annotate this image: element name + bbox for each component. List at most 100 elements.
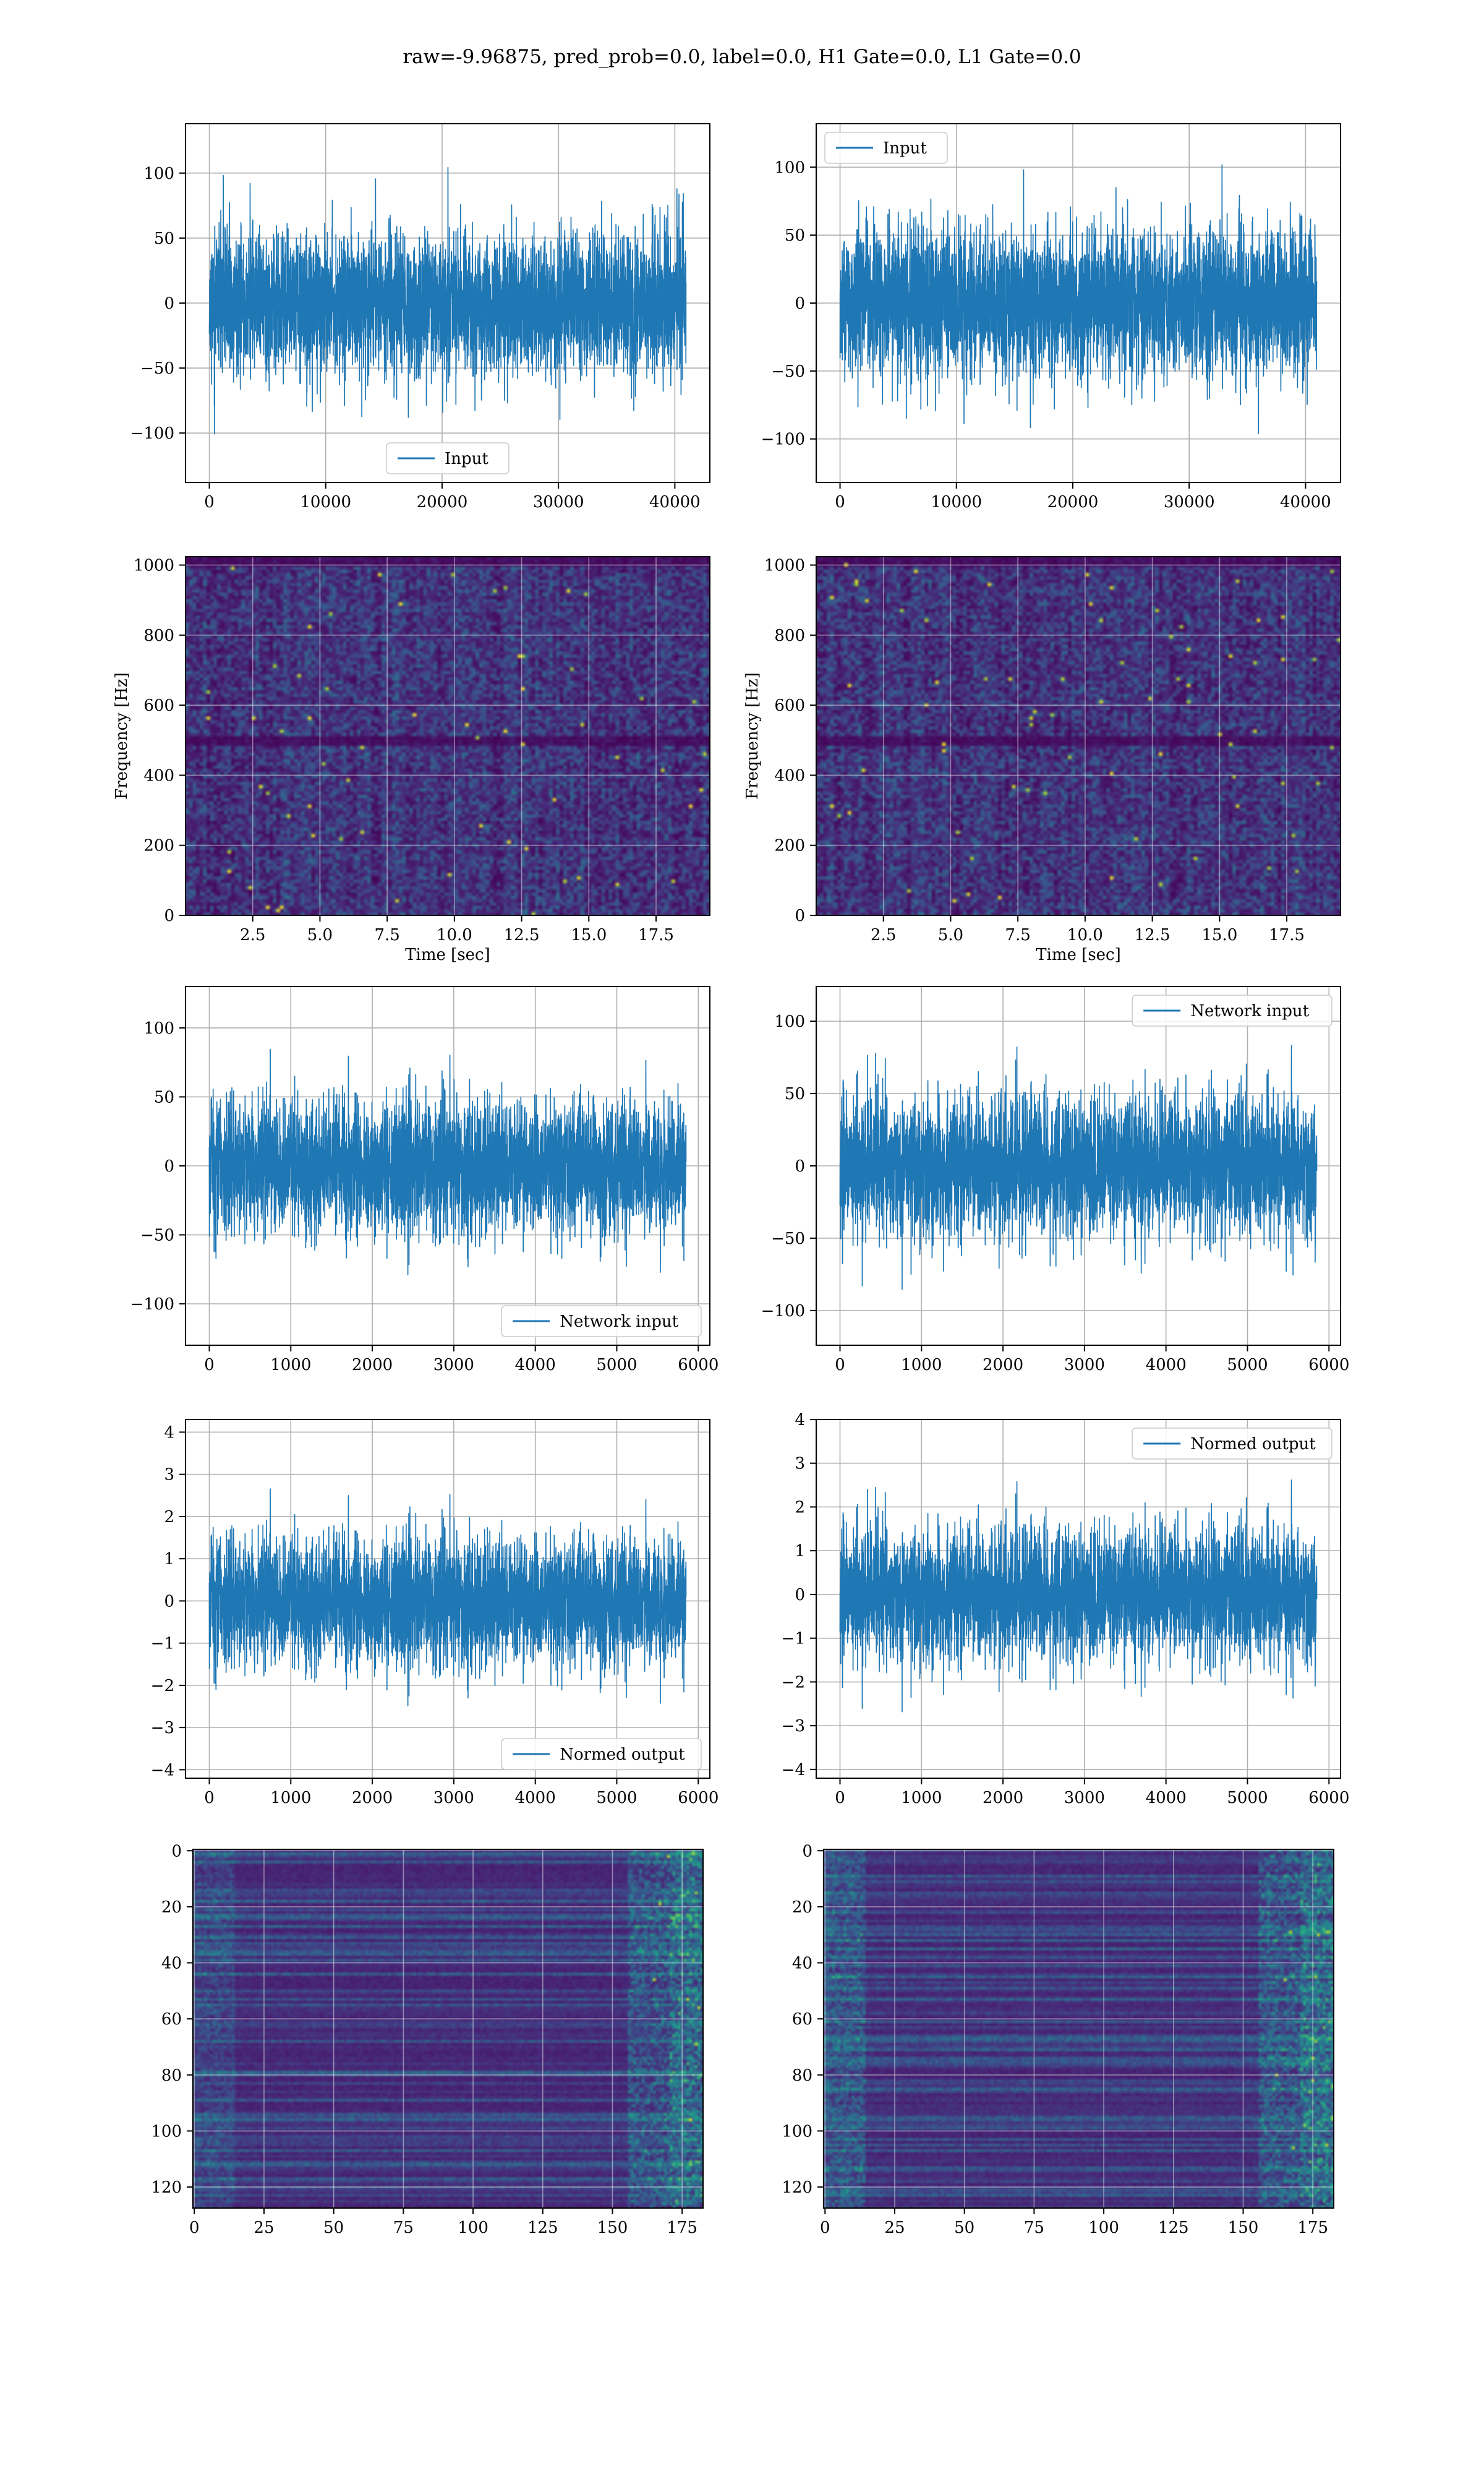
y-tick-label: 600 [774,696,805,715]
y-tick-label: −1 [151,1635,174,1653]
y-tick-label: 0 [164,1592,174,1611]
legend: Input [824,132,948,164]
y-tick-label: 40 [792,1954,812,1973]
x-tick-label: 3000 [1064,1789,1105,1807]
y-tick-label: 0 [795,907,805,925]
x-tick-label: 3000 [433,1789,474,1807]
x-tick-label: 125 [1158,2219,1189,2237]
tick-group: 0 1000 2000 3000 4000 5000 6000 −100 −50 0 50 100 [130,1019,719,1374]
x-tick-label: 25 [884,2219,905,2237]
tick-group: 0 10000 20000 30000 40000 −100 −50 0 50 100 [130,165,701,511]
x-tick-label: 6000 [1308,1356,1349,1374]
x-tick-label: 75 [393,2219,414,2237]
y-tick-label: 50 [154,1088,174,1106]
grid-lines [824,1849,1334,2208]
x-tick-label: 0 [189,2219,200,2237]
subplot-ts-network-l1: 0 1000 2000 3000 4000 5000 6000 −100 −50 0 50 100 Ne… [761,986,1349,1374]
x-tick-label: 10.0 [1067,926,1103,944]
x-tick-label: 4000 [515,1789,556,1807]
grid-lines [816,557,1341,916]
y-tick-label: −3 [151,1719,174,1737]
x-tick-label: 0 [835,493,845,511]
heatmap-image [816,557,1341,915]
y-tick-label: 4 [164,1423,174,1442]
y-tick-label: 60 [792,2010,812,2029]
y-tick-label: 20 [792,1898,812,1917]
x-tick-label: 17.5 [1269,926,1305,944]
series-line [839,1479,1318,1713]
x-tick-label: 17.5 [638,926,674,944]
x-tick-label: 125 [527,2219,558,2237]
tick-group: 0 10000 20000 30000 40000 −100 −50 0 50 100 [761,158,1331,511]
x-tick-label: 2000 [352,1789,393,1807]
y-tick-label: 100 [782,2122,812,2141]
x-tick-label: 3000 [1064,1356,1105,1374]
x-tick-label: 5000 [1227,1789,1268,1807]
y-tick-label: 50 [785,226,805,245]
x-tick-label: 2.5 [871,926,896,944]
x-tick-label: 2.5 [240,926,265,944]
x-tick-label: 1000 [270,1789,311,1807]
x-tick-label: 30000 [1164,493,1215,511]
legend-entry: Network input [560,1312,678,1331]
x-tick-label: 150 [597,2219,628,2237]
x-tick-label: 30000 [533,493,584,511]
y-tick-label: −4 [782,1761,805,1779]
y-tick-label: 800 [774,627,805,645]
y-tick-label: 1000 [764,557,805,575]
x-tick-label: 15.0 [1201,926,1237,944]
x-tick-label: 3000 [433,1356,474,1374]
x-tick-label: 150 [1228,2219,1259,2237]
axes-frame [185,1419,710,1779]
legend-frame [1132,995,1333,1027]
legend-frame [824,132,948,164]
y-tick-label: 2 [795,1498,805,1517]
subplot-ts-normed-l1: 0 1000 2000 3000 4000 5000 6000 −4 −3 −2 −1 0 1 2 3 4 No… [782,1411,1350,1807]
x-tick-label: 6000 [1308,1789,1349,1807]
y-tick-label: 20 [161,1898,182,1917]
x-tick-label: 12.5 [1135,926,1171,944]
x-tick-label: 6000 [678,1789,719,1807]
subplot-feat-h1: 0 25 50 75 100 125 150 175 0 20 40 60 80 100 120 [151,1842,704,2237]
y-tick-label: −50 [140,1226,174,1245]
y-tick-label: 100 [143,1019,174,1038]
y-tick-label: 4 [795,1411,805,1429]
x-tick-label: 175 [1297,2219,1328,2237]
x-tick-label: 4000 [1146,1789,1187,1807]
y-tick-label: 80 [161,2066,182,2085]
y-tick-label: −2 [782,1673,805,1692]
y-tick-label: 40 [161,1954,182,1973]
x-tick-label: 50 [954,2219,974,2237]
series-line [208,1488,687,1706]
tick-group: 0 1000 2000 3000 4000 5000 6000 −4 −3 −2 −1 0 1 2 3 4 [782,1411,1350,1807]
y-tick-label: 100 [774,158,805,177]
axes-frame [816,123,1341,483]
x-tick-label: 2000 [983,1356,1023,1374]
y-tick-label: 1 [795,1542,805,1560]
y-tick-label: 3 [164,1466,174,1484]
x-tick-label: 50 [323,2219,344,2237]
subplot-spec-l1: 2.5 5.0 7.5 10.0 12.5 15.0 17.5 0 200 400 600 800 10… [743,556,1341,964]
legend: Normed output [501,1738,702,1770]
axes-frame [816,986,1341,1346]
legend-frame [1132,1427,1333,1460]
x-tick-label: 15.0 [571,926,607,944]
x-tick-label: 2000 [352,1356,393,1374]
y-tick-label: 50 [785,1085,805,1103]
y-tick-label: 1 [164,1550,174,1569]
x-tick-label: 100 [1088,2219,1119,2237]
subplot-ts-network-h1: 0 1000 2000 3000 4000 5000 6000 −100 −50 0 50 100 Ne… [130,986,719,1374]
y-tick-label: −2 [151,1677,174,1695]
y-tick-label: 80 [792,2066,812,2085]
tick-group: 0 25 50 75 100 125 150 175 0 20 40 60 80 100 120 [782,1842,1328,2237]
axes-frame [816,556,1341,916]
y-tick-label: 0 [795,1157,805,1176]
axes-frame [823,1849,1334,2209]
subplot-ts-input-h1: 0 10000 20000 30000 40000 −100 −50 0 50 100 Input [130,123,710,511]
tick-group: 2.5 5.0 7.5 10.0 12.5 15.0 17.5 0 200 400 600 800 10… [134,557,674,944]
x-tick-label: 7.5 [374,926,399,944]
x-tick-label: 5000 [1227,1356,1268,1374]
figure-title: raw=-9.96875, pred_prob=0.0, label=0.0, … [403,46,1081,68]
legend: Network input [501,1305,702,1337]
